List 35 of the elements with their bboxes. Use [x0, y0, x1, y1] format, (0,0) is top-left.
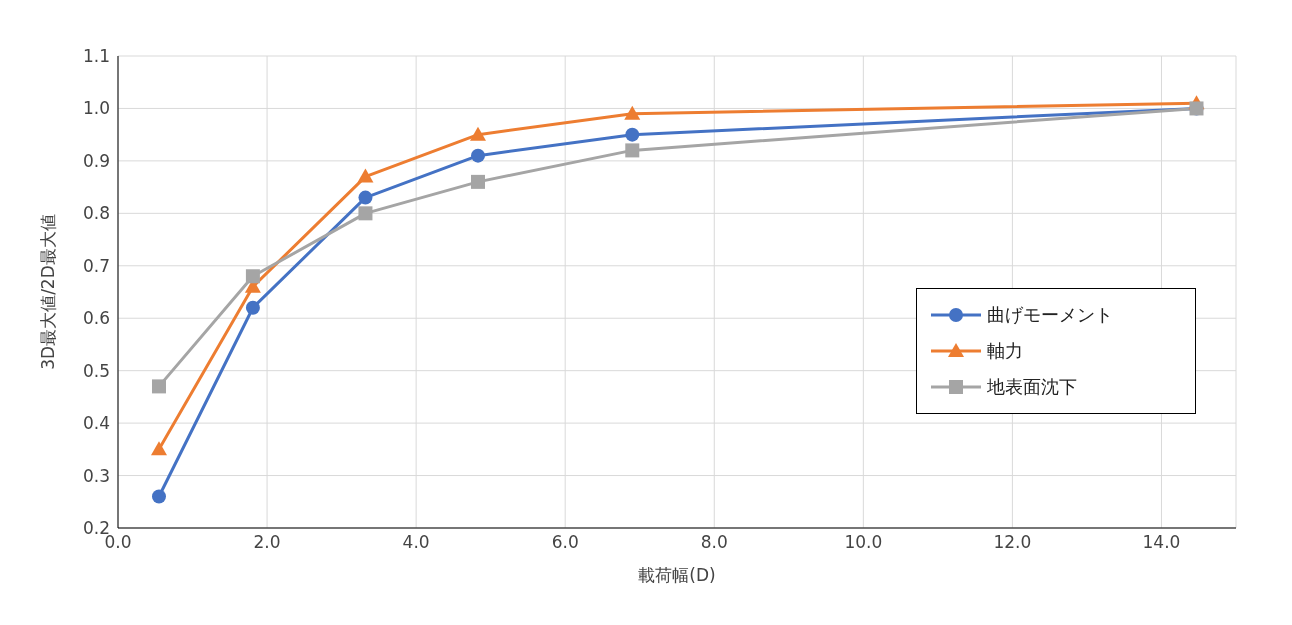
- point: [150, 441, 167, 456]
- x-tick-label: 4.0: [402, 532, 430, 553]
- y-tick-label: 0.9: [82, 150, 110, 171]
- legend-label: 地表面沈下: [987, 375, 1077, 399]
- point: [358, 206, 373, 221]
- point: [151, 489, 166, 504]
- y-tick-label: 0.6: [82, 308, 110, 329]
- y-axis-title: 3D最大値/2D最大値: [38, 214, 59, 370]
- point: [245, 269, 260, 284]
- x-axis-title: 載荷幅(D): [638, 565, 716, 585]
- point: [471, 174, 485, 189]
- x-tick-label: 6.0: [551, 532, 579, 553]
- y-tick-label: 0.4: [82, 413, 110, 434]
- point: [357, 168, 374, 183]
- legend-label: 軸力: [987, 339, 1023, 363]
- point: [624, 105, 641, 120]
- point: [470, 126, 486, 141]
- point: [358, 190, 373, 205]
- y-tick-label: 0.3: [82, 465, 110, 486]
- legend-label: 曲げモーメント: [987, 303, 1113, 327]
- point: [625, 127, 640, 142]
- point: [471, 148, 485, 163]
- point: [245, 300, 260, 315]
- x-tick-label: 2.0: [253, 532, 281, 553]
- y-tick-label: 1.1: [82, 46, 110, 67]
- x-tick-label: 8.0: [700, 532, 728, 553]
- x-tick-label: 10.0: [844, 532, 883, 553]
- y-tick-label: 0.7: [82, 255, 110, 276]
- y-tick-label: 1.0: [82, 98, 110, 119]
- y-tick-label: 0.8: [82, 203, 110, 224]
- x-tick-label: 12.0: [993, 532, 1032, 553]
- y-tick-label: 0.5: [82, 360, 110, 381]
- x-tick-label: 14.0: [1142, 532, 1181, 553]
- point: [625, 143, 640, 158]
- point: [151, 379, 166, 394]
